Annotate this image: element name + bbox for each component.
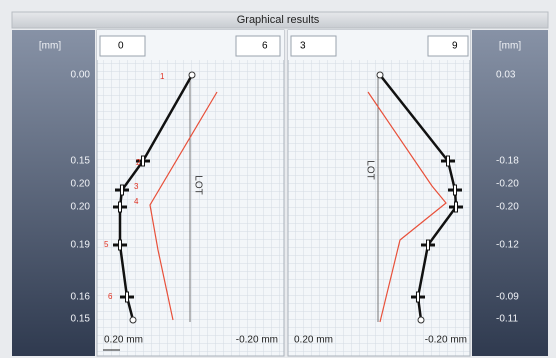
row-value: -0.18: [496, 156, 519, 167]
scale-right: -0.20 mm: [236, 335, 278, 346]
point-label: 5: [104, 240, 109, 249]
point-label: 6: [108, 292, 113, 301]
to-value: 6: [262, 41, 268, 52]
to-input[interactable]: [427, 35, 469, 57]
row-value: -0.20: [496, 179, 519, 190]
to-input[interactable]: [235, 35, 281, 57]
lot-label: LOT: [192, 175, 203, 194]
probe-point: [376, 71, 384, 79]
right-plot: [287, 29, 471, 357]
lot-label: LOT: [364, 160, 375, 179]
scale-right: -0.20 mm: [425, 335, 467, 346]
from-value: 0: [118, 41, 124, 52]
row-value: 0.00: [71, 70, 91, 81]
probe-point: [129, 316, 137, 324]
row-value: 0.20: [71, 179, 91, 190]
point-label: 4: [134, 197, 139, 206]
probe-marker: [118, 239, 122, 251]
probe-marker: [426, 239, 430, 251]
row-value: -0.20: [496, 202, 519, 213]
row-value: -0.12: [496, 240, 519, 251]
probe-marker: [141, 155, 145, 167]
to-value: 9: [452, 41, 458, 52]
row-value: 0.20: [71, 202, 91, 213]
left-value-column: [12, 30, 95, 356]
point-label: 1: [160, 72, 165, 81]
probe-marker: [118, 201, 122, 213]
probe-marker: [125, 291, 129, 303]
row-value: -0.09: [496, 292, 519, 303]
from-value: 3: [300, 41, 306, 52]
unit-label: [mm]: [39, 41, 61, 52]
header-title: Graphical results: [237, 14, 320, 26]
scale-left: 0.20 mm: [294, 335, 333, 346]
probe-marker: [454, 201, 458, 213]
row-value: 0.19: [71, 240, 91, 251]
header-bar: [11, 11, 549, 29]
unit-label: [mm]: [499, 41, 521, 52]
probe-marker: [416, 291, 420, 303]
probe-point: [417, 316, 425, 324]
probe-marker: [453, 184, 457, 196]
deviation-arrow: [367, 91, 447, 323]
row-value: 0.03: [496, 70, 516, 81]
row-value: 0.15: [71, 156, 91, 167]
point-label: 3: [134, 182, 139, 191]
probe-point: [188, 71, 196, 79]
deviation-arrow: [149, 91, 218, 321]
row-value: 0.15: [71, 314, 91, 325]
from-input[interactable]: [290, 35, 337, 57]
row-value: 0.16: [71, 292, 91, 303]
right-value-column: [472, 30, 548, 356]
scale-left: 0.20 mm: [104, 335, 143, 346]
from-input[interactable]: [99, 35, 146, 57]
row-value: -0.11: [496, 314, 518, 325]
probe-marker: [120, 184, 124, 196]
probe-marker: [446, 155, 450, 167]
point-label: 2: [136, 158, 141, 167]
